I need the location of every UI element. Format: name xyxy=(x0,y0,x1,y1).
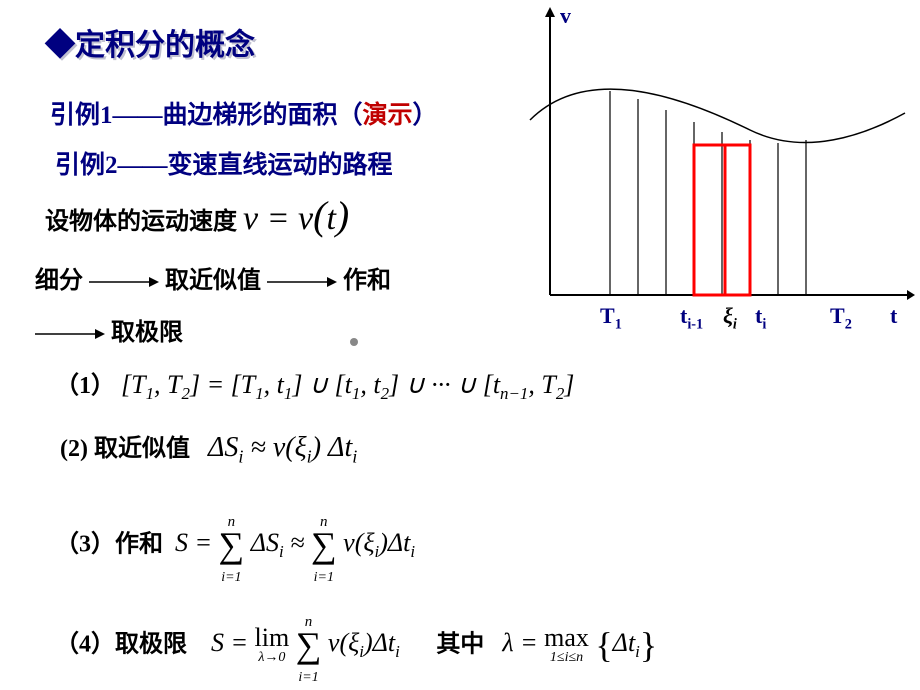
flow-line-1: 细分 取近似值 作和 xyxy=(35,260,391,295)
slide: ◆定积分的概念 引例1——曲边梯形的面积（演示） 引例2——变速直线运动的路程 … xyxy=(0,0,920,690)
arrow-icon xyxy=(267,274,337,290)
axis-label-T1: T1 xyxy=(600,303,622,333)
example-1-label: 引例1——曲边梯形的面积（ xyxy=(50,102,363,129)
sigma-icon: n∑i=1 xyxy=(296,605,322,686)
step-2-equation: ΔSi ≈ v(ξi) Δti xyxy=(208,432,357,463)
axis-label-t: t xyxy=(890,303,897,329)
step-3: （3）作和 S = n∑i=1 ΔSi ≈ n∑i=1 v(ξi)Δti xyxy=(55,505,415,586)
dot-marker-icon xyxy=(350,338,358,346)
flow-d: 取极限 xyxy=(111,320,183,346)
axis-label-ti_1: ti-1 xyxy=(680,303,703,333)
step-1-equation: [T1, T2] = [T1, t1] ∪ [t1, t2] ∪ ··· ∪ [… xyxy=(121,370,574,399)
arrow-icon xyxy=(35,326,105,342)
max-icon: max1≤i≤n xyxy=(544,625,589,665)
slide-title: ◆定积分的概念 xyxy=(45,20,255,64)
step-4-label: （4）取极限 xyxy=(55,631,187,657)
sigma-icon: n∑i=1 xyxy=(311,505,337,586)
arrow-icon xyxy=(89,274,159,290)
flow-b: 取近似值 xyxy=(165,268,261,294)
lambda-equation: λ = max1≤i≤n {Δti} xyxy=(502,628,657,657)
step-3-equation: S = n∑i=1 ΔSi ≈ n∑i=1 v(ξi)Δti xyxy=(175,528,415,557)
flow-a: 细分 xyxy=(35,268,83,294)
step-2-label: (2) 取近似值 xyxy=(60,436,190,462)
axis-label-xi: ξi xyxy=(723,303,737,333)
where-label: 其中 xyxy=(436,631,484,657)
flow-c: 作和 xyxy=(343,268,391,294)
step-1: （1） [T1, T2] = [T1, t1] ∪ [t1, t2] ∪ ···… xyxy=(55,365,574,404)
velocity-chart: vtT1T2ti-1ξiti xyxy=(475,5,915,325)
axis-label-ti: ti xyxy=(755,303,766,333)
step-4: （4）取极限 S = limλ→0 n∑i=1 v(ξi)Δti 其中 λ = … xyxy=(55,605,657,686)
step-4-equation: S = limλ→0 n∑i=1 v(ξi)Δti xyxy=(211,628,406,657)
example-1-close: ） xyxy=(413,102,438,129)
axis-label-T2: T2 xyxy=(830,303,852,333)
sigma-icon: n∑i=1 xyxy=(219,505,245,586)
axis-label-v: v xyxy=(560,3,571,29)
velocity-label: 设物体的运动速度 xyxy=(45,209,243,235)
flow-line-2: 取极限 xyxy=(35,312,183,347)
example-1: 引例1——曲边梯形的面积（演示） xyxy=(50,95,438,131)
step-1-label: （1） xyxy=(55,373,115,399)
lim-icon: limλ→0 xyxy=(255,625,290,665)
demo-link[interactable]: 演示 xyxy=(363,102,413,129)
example-2: 引例2——变速直线运动的路程 xyxy=(55,145,393,181)
step-3-label: （3）作和 xyxy=(55,531,163,557)
velocity-text: 设物体的运动速度 v = v(t) xyxy=(45,192,349,239)
step-2: (2) 取近似值 ΔSi ≈ v(ξi) Δti xyxy=(60,428,357,468)
chart-svg xyxy=(475,5,915,325)
velocity-equation: v = v(t) xyxy=(243,200,349,237)
